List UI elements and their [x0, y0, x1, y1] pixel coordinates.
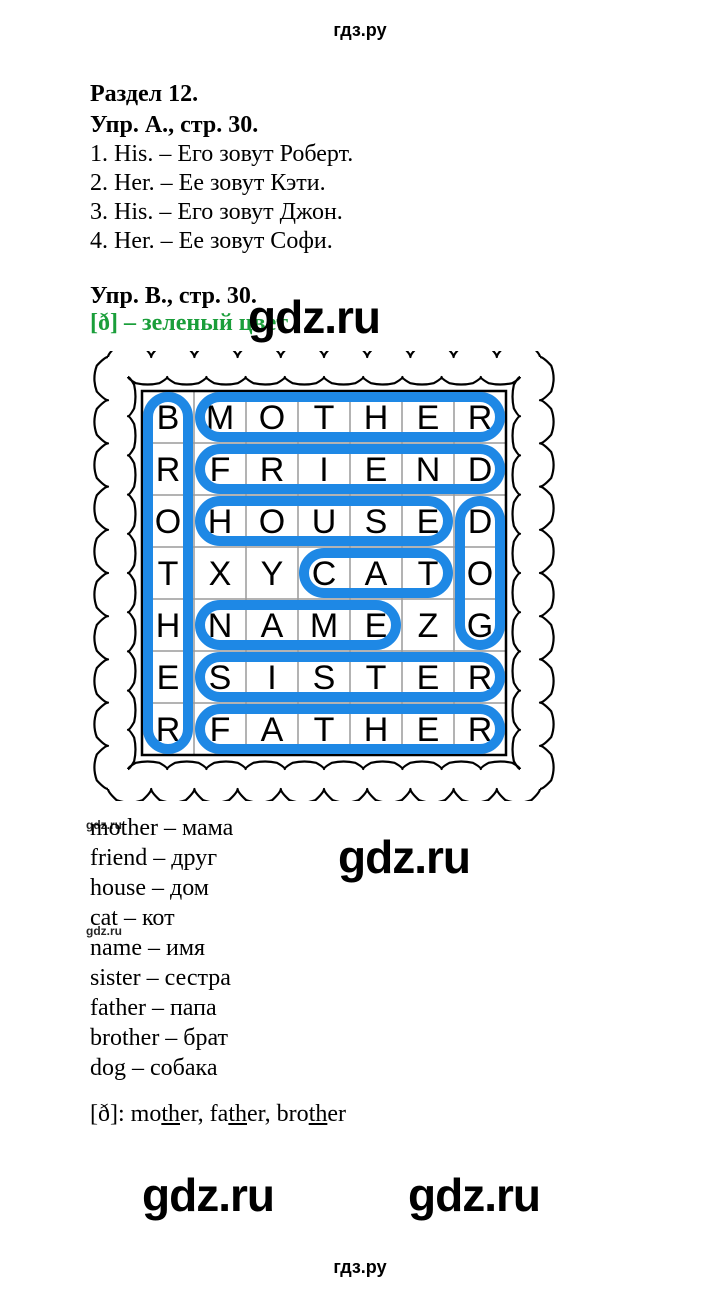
word-list-item: brother – брат [90, 1023, 630, 1053]
exercise-b-title: Упр. B., стр. 30. [90, 283, 630, 310]
svg-text:D: D [468, 503, 493, 541]
svg-text:T: T [158, 555, 179, 593]
svg-text:A: A [261, 607, 284, 645]
svg-text:E: E [417, 711, 440, 749]
exercise-a-title: Упр. A., стр. 30. [90, 112, 630, 139]
svg-text:N: N [416, 451, 441, 489]
svg-text:X: X [209, 555, 232, 593]
svg-text:Y: Y [261, 555, 284, 593]
svg-text:A: A [365, 555, 388, 593]
word-list-item: cat – кот [90, 903, 630, 933]
svg-text:E: E [365, 451, 388, 489]
phonetic-line: [ð]: mother, father, brother [90, 1101, 630, 1128]
svg-text:O: O [259, 503, 285, 541]
svg-text:S: S [313, 659, 336, 697]
svg-text:E: E [417, 399, 440, 437]
svg-text:U: U [312, 503, 337, 541]
svg-text:E: E [157, 659, 180, 697]
exercise-a-list: 1. His. – Его зовут Роберт.2. Her. – Ее … [90, 141, 630, 255]
svg-text:T: T [314, 399, 335, 437]
exercise-a-item: 4. Her. – Ее зовут Софи. [90, 228, 630, 255]
svg-text:S: S [365, 503, 388, 541]
svg-text:E: E [417, 659, 440, 697]
word-search-puzzle: BMOTHERRFRIENDOHOUSEDTXYCATOHNAMEZGESIST… [84, 351, 564, 801]
svg-text:O: O [155, 503, 181, 541]
watermark: gdz.ru [142, 1168, 274, 1222]
exercise-a-item: 3. His. – Его зовут Джон. [90, 199, 630, 226]
svg-text:H: H [364, 711, 389, 749]
svg-text:M: M [310, 607, 338, 645]
word-list-item: father – папа [90, 993, 630, 1023]
svg-text:H: H [364, 399, 389, 437]
svg-text:O: O [467, 555, 493, 593]
svg-text:H: H [156, 607, 181, 645]
svg-text:A: A [261, 711, 284, 749]
word-list-item: dog – собака [90, 1053, 630, 1083]
word-list-item: house – дом [90, 873, 630, 903]
section-title: Раздел 12. [90, 81, 630, 108]
exercise-b-hint: [ð] – зеленый цвет [90, 310, 630, 337]
svg-text:I: I [267, 659, 276, 697]
word-list-item: name – имя [90, 933, 630, 963]
exercise-a-item: 2. Her. – Ее зовут Кэти. [90, 170, 630, 197]
word-list-item: sister – сестра [90, 963, 630, 993]
watermark: gdz.ru [408, 1168, 540, 1222]
puzzle-svg: BMOTHERRFRIENDOHOUSEDTXYCATOHNAMEZGESIST… [84, 351, 564, 801]
word-list-item: friend – друг [90, 843, 630, 873]
svg-text:R: R [260, 451, 285, 489]
svg-text:B: B [157, 399, 180, 437]
svg-text:Z: Z [418, 607, 439, 645]
svg-text:T: T [314, 711, 335, 749]
word-list-item: mother – мама [90, 813, 630, 843]
svg-text:I: I [319, 451, 328, 489]
svg-text:T: T [366, 659, 387, 697]
page-footer: гдз.ру [0, 1257, 720, 1278]
exercise-a-item: 1. His. – Его зовут Роберт. [90, 141, 630, 168]
word-list: mother – мамаfriend – другhouse – домcat… [90, 813, 630, 1083]
page-header: гдз.ру [90, 20, 630, 41]
svg-text:R: R [156, 451, 181, 489]
svg-text:O: O [259, 399, 285, 437]
